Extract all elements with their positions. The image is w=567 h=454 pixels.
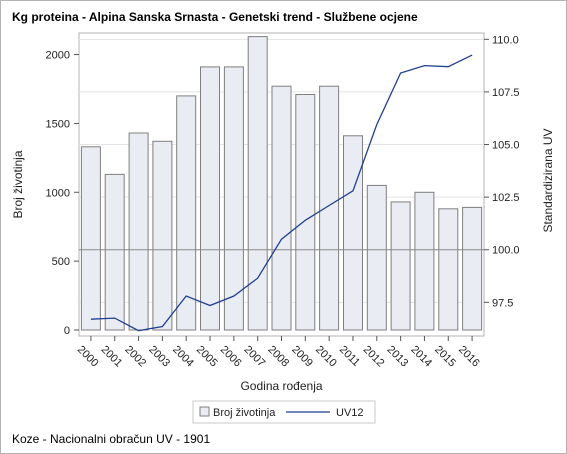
- bar: [438, 208, 459, 331]
- y-right-tick-label: 110.0: [492, 34, 519, 46]
- legend-label-bars: Broj životinja: [213, 407, 276, 419]
- y-right-tick-label: 97.5: [492, 297, 513, 309]
- bar: [104, 173, 125, 331]
- bar: [319, 85, 340, 331]
- legend-box: [192, 400, 376, 424]
- bar: [152, 140, 173, 331]
- x-tick-label: 2011: [337, 344, 362, 369]
- x-axis-title: Godina rođenja: [240, 379, 322, 393]
- line-series-uv12: [90, 54, 473, 332]
- x-tick-label: 2000: [75, 344, 101, 370]
- y-left-tick-label: 2000: [46, 50, 70, 62]
- bar: [366, 184, 387, 331]
- bar: [223, 66, 244, 331]
- bar: [80, 146, 101, 331]
- bar: [128, 132, 149, 331]
- x-tick-label: 2005: [194, 344, 220, 370]
- bar: [176, 95, 197, 331]
- x-tick-label: 2008: [265, 344, 291, 370]
- bar: [343, 135, 363, 331]
- y-right-tick-label: 107.5: [492, 87, 520, 99]
- chart-title: Kg proteina - Alpina Sanska Srnasta - Ge…: [12, 10, 418, 24]
- bar: [390, 201, 411, 331]
- x-tick-label: 2012: [361, 344, 387, 370]
- y-right-axis-title: Standardizirana UV: [541, 128, 555, 232]
- x-tick-label: 2009: [289, 344, 315, 370]
- bar: [247, 36, 268, 331]
- x-tick-label: 2007: [242, 344, 268, 370]
- y-left-tick-label: 1500: [46, 118, 70, 130]
- x-tick-label: 2002: [122, 344, 148, 370]
- x-tick-label: 2010: [313, 344, 339, 370]
- x-tick-label: 2016: [456, 344, 482, 370]
- x-tick-label: 2001: [99, 344, 125, 370]
- x-tick-label: 2014: [408, 344, 434, 370]
- bar: [462, 206, 483, 331]
- bar: [295, 94, 316, 331]
- x-tick-label: 2006: [218, 344, 244, 370]
- y-left-tick-label: 1000: [46, 187, 70, 199]
- y-left-axis-title: Broj životinja: [11, 150, 25, 218]
- x-tick-label: 2003: [146, 344, 172, 370]
- x-tick-label: 2015: [432, 344, 458, 370]
- x-tick-label: 2004: [170, 344, 196, 370]
- y-left-tick-label: 0: [64, 325, 70, 337]
- y-right-tick-label: 100.0: [492, 245, 520, 257]
- bar: [271, 85, 292, 331]
- x-tick-label: 2013: [384, 344, 410, 370]
- legend-label-line: UV12: [336, 407, 364, 419]
- legend-swatch-bars: [199, 406, 210, 417]
- bar: [200, 66, 220, 331]
- y-left-tick-label: 500: [52, 256, 70, 268]
- y-right-tick-label: 105.0: [492, 140, 520, 152]
- bar: [414, 191, 435, 331]
- y-right-tick-label: 102.5: [492, 192, 520, 204]
- chart-footnote: Koze - Nacionalni obračun UV - 1901: [12, 432, 211, 446]
